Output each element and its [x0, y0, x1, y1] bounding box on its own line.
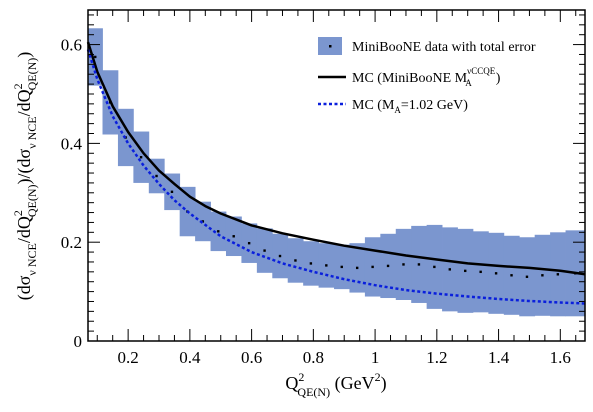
data-point-7: [201, 220, 205, 223]
series-layer: [86, 41, 586, 305]
x-tick-label: 1.2: [426, 348, 447, 367]
data-point-5: [170, 190, 174, 194]
data-point-0: [94, 55, 97, 59]
data-point-21: [417, 263, 421, 266]
data-point-29: [541, 274, 544, 277]
data-point-18: [371, 265, 374, 269]
data-point-8: [217, 230, 220, 233]
data-point-20: [402, 263, 405, 266]
y-axis-title-p2-sup: 2: [11, 210, 25, 216]
x-axis-title-main: Q: [285, 373, 298, 393]
y-axis-title-p4: /dQ: [14, 89, 34, 116]
legend-mc2-label: MC (MA=1.02 GeV): [352, 98, 468, 115]
y-axis-title-p3: )/(dσ: [14, 149, 35, 185]
x-tick-label: 0.2: [118, 348, 139, 367]
y-axis-title-p4-sup: 2: [11, 83, 25, 89]
data-point-27: [510, 274, 513, 277]
y-axis-title-p2-sub: QE(N): [25, 184, 39, 217]
y-axis-title: (dσν NCE/dQ2QE(N))/(dσν NCE/dQ2QE(N)): [11, 52, 39, 301]
x-tick-label: 0.8: [303, 348, 324, 367]
y-tick-label: 0.2: [61, 233, 82, 252]
legend-data-marker: [329, 45, 332, 48]
x-tick-label: 1.6: [550, 348, 571, 367]
data-point-4: [155, 174, 158, 178]
legend-mc1-close: ): [496, 71, 501, 86]
y-axis-title-p1-sub: ν NCE: [25, 243, 39, 275]
series-mc1-line: [86, 41, 586, 276]
legend-mc1-sup: νCCQE: [467, 66, 496, 76]
legend: MiniBooNE data with total error MC (Mini…: [318, 37, 536, 115]
legend-mc1-main: MC (MiniBooNE M: [352, 71, 468, 86]
data-point-26: [494, 272, 498, 275]
y-axis-title-p5: ): [14, 52, 35, 58]
data-point-23: [448, 268, 451, 271]
x-axis-title-unit-close: ): [381, 373, 387, 394]
x-axis-title-unit-sup: 2: [375, 370, 381, 384]
data-point-30: [556, 273, 560, 276]
y-axis-title-p4-sub: QE(N): [25, 58, 39, 91]
legend-mc1-label: MC (MiniBooNE MνCCQE A): [352, 66, 501, 88]
data-point-10: [247, 241, 251, 245]
legend-data-label: MiniBooNE data with total error: [352, 40, 536, 55]
x-axis-title-sub: QE(N): [297, 385, 330, 399]
y-axis-title-p3-sub: ν NCE: [25, 116, 39, 148]
legend-mc2-main: MC (M: [352, 98, 395, 113]
plot-frame: [87, 9, 586, 342]
legend-mc1-sub: A: [465, 78, 472, 88]
x-tick-label: 1: [371, 348, 380, 367]
y-tick-label: 0.6: [61, 36, 82, 55]
y-tick-label: 0: [74, 332, 83, 351]
x-axis-title-sup: 2: [298, 370, 304, 384]
y-axis-title-p1: (dσ: [14, 275, 35, 300]
y-ticks-layer: 0 0.2 0.4 0.6: [61, 14, 585, 351]
data-point-19: [386, 264, 390, 268]
y-axis-title-p2: /dQ: [14, 216, 34, 243]
data-point-28: [525, 275, 529, 278]
data-point-25: [479, 270, 482, 274]
x-ticks-layer: 0.2 0.4 0.6 0.8 1 1.2 1.4 1.6: [96, 10, 577, 367]
x-tick-label: 0.6: [241, 348, 262, 367]
data-point-3: [139, 156, 143, 159]
legend-mc2-rest: =1.02 GeV): [401, 98, 468, 113]
data-point-17: [355, 266, 359, 270]
x-axis-title: Q2 QE(N) (GeV2): [285, 370, 386, 399]
x-tick-label: 0.4: [179, 348, 201, 367]
y-tick-label: 0.4: [61, 134, 83, 153]
data-point-15: [325, 264, 328, 267]
data-point-22: [433, 265, 436, 269]
data-point-13: [294, 259, 297, 262]
legend-mc2-sub: A: [394, 105, 401, 115]
data-point-12: [278, 254, 282, 258]
data-point-9: [232, 235, 235, 238]
data-point-16: [340, 265, 343, 269]
x-tick-label: 1.4: [488, 348, 510, 367]
x-axis-title-unit-open: (GeV: [330, 373, 374, 394]
series-mc2-line: [86, 49, 586, 305]
data-point-11: [263, 249, 266, 252]
data-point-14: [309, 262, 313, 265]
data-point-24: [464, 269, 467, 273]
